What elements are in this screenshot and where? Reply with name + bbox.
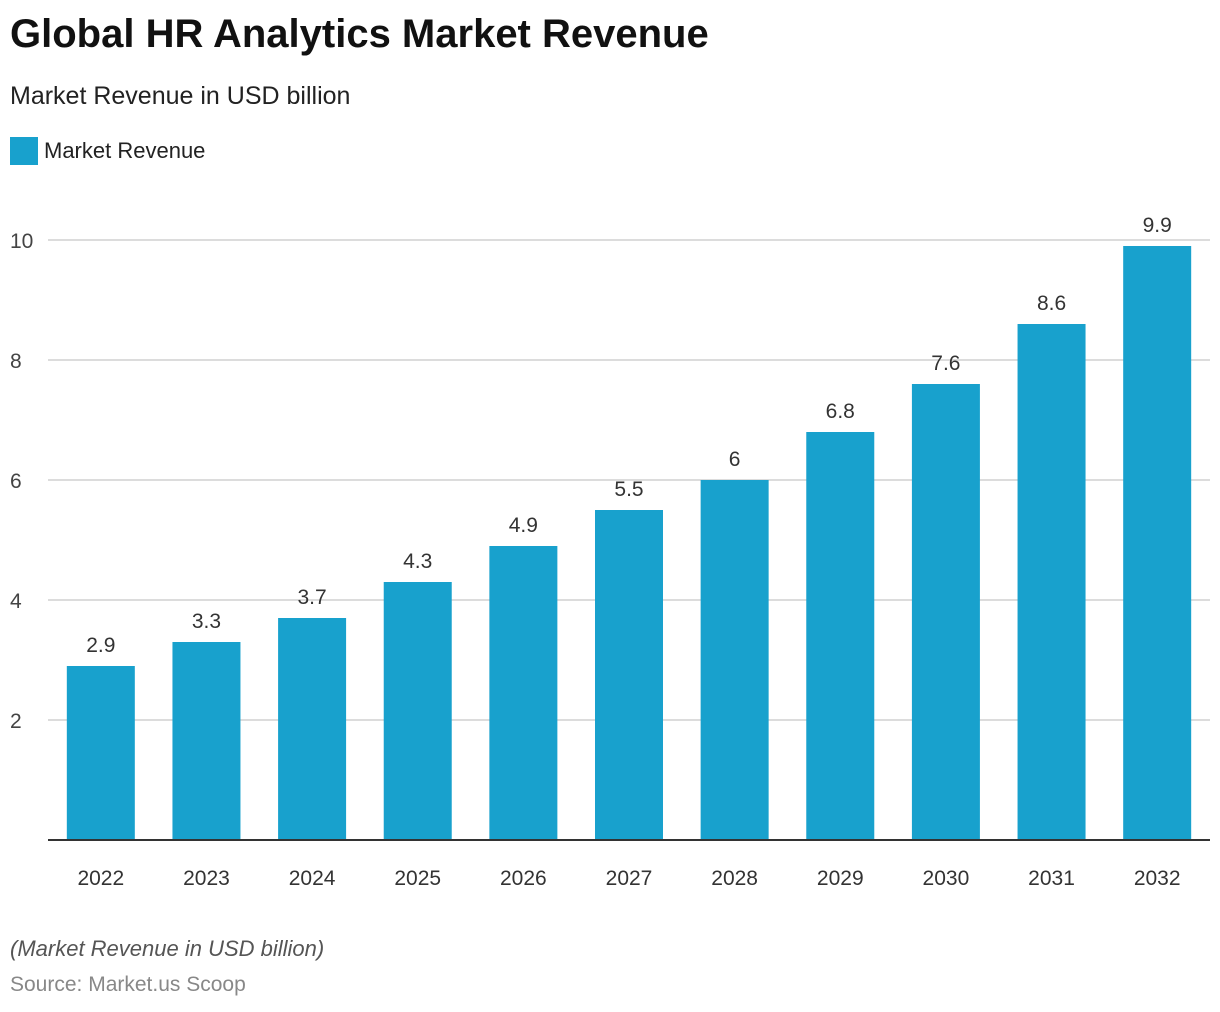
x-tick-label: 2028 [711, 867, 758, 890]
x-tick-label: 2027 [606, 867, 653, 890]
bar [172, 642, 241, 840]
legend: Market Revenue [10, 137, 205, 165]
y-tick-label: 8 [10, 350, 22, 373]
y-tick-label: 2 [10, 710, 22, 733]
chart-subtitle: Market Revenue in USD billion [10, 82, 351, 110]
x-tick-label: 2030 [923, 867, 970, 890]
x-tick-label: 2025 [394, 867, 441, 890]
y-tick-label: 6 [10, 470, 22, 493]
y-tick-label: 10 [10, 230, 33, 253]
source: Source: Market.us Scoop [10, 973, 246, 996]
data-label: 9.9 [1143, 214, 1172, 237]
data-label: 2.9 [86, 634, 115, 657]
legend-swatch [10, 137, 38, 165]
bar [66, 666, 135, 840]
data-label: 8.6 [1037, 292, 1066, 315]
x-tick-label: 2023 [183, 867, 230, 890]
x-tick-label: 2022 [77, 867, 124, 890]
x-tick-label: 2031 [1028, 867, 1075, 890]
data-label: 4.9 [509, 514, 538, 537]
x-tick-label: 2026 [500, 867, 547, 890]
bar [911, 384, 980, 840]
data-label: 7.6 [931, 352, 960, 375]
chart-note: (Market Revenue in USD billion) [10, 936, 325, 961]
x-tick-label: 2029 [817, 867, 864, 890]
data-label: 6.8 [826, 400, 855, 423]
x-tick-label: 2032 [1134, 867, 1181, 890]
chart-title: Global HR Analytics Market Revenue [10, 12, 709, 56]
data-label: 3.3 [192, 610, 221, 633]
legend-label: Market Revenue [44, 138, 206, 163]
bar [1017, 324, 1086, 840]
bar [595, 510, 663, 840]
bar [278, 618, 347, 840]
data-label: 3.7 [297, 586, 326, 609]
data-label: 4.3 [403, 550, 432, 573]
bar [700, 480, 769, 840]
data-label: 6 [729, 448, 741, 471]
bar [806, 432, 875, 840]
data-label: 5.5 [614, 478, 643, 501]
y-tick-label: 4 [10, 590, 22, 613]
bar [383, 582, 452, 840]
x-tick-label: 2024 [289, 867, 336, 890]
bar [1123, 246, 1192, 840]
bar [489, 546, 558, 840]
